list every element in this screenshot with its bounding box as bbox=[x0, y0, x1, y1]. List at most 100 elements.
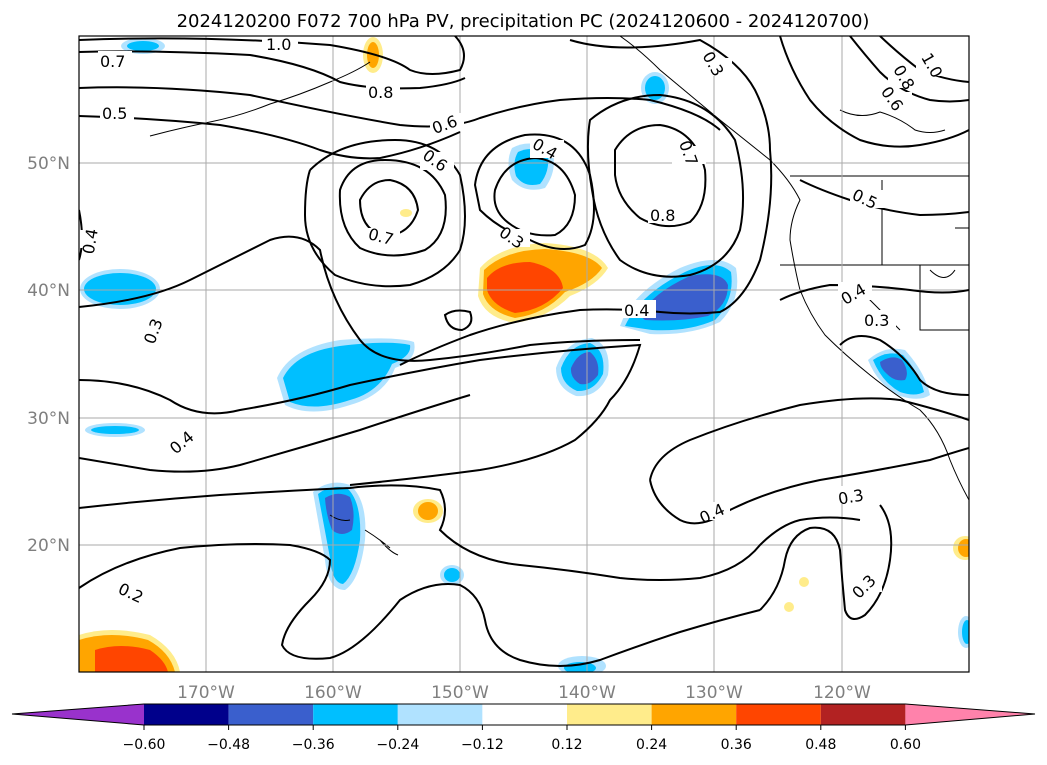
label-bg bbox=[850, 190, 884, 208]
x-tick-labels: 170°W 160°W 150°W 140°W 130°W 120°W bbox=[177, 683, 871, 703]
label-bg bbox=[166, 430, 200, 448]
precip-blob bbox=[570, 352, 599, 385]
colorbar-extend-low bbox=[12, 704, 144, 725]
x-tick-label: 160°W bbox=[304, 683, 362, 703]
contour-line bbox=[649, 397, 969, 481]
label-bg bbox=[420, 152, 454, 170]
contour-line bbox=[779, 36, 969, 148]
contour-line bbox=[79, 36, 465, 75]
contour-line bbox=[79, 394, 471, 473]
label-bg bbox=[848, 574, 882, 592]
label-bg bbox=[696, 502, 730, 520]
colorbar-tick-label: 0.60 bbox=[890, 737, 921, 753]
contour-line bbox=[303, 138, 466, 288]
label-bg bbox=[698, 58, 732, 76]
precip-blob bbox=[127, 41, 159, 51]
label-bg bbox=[262, 36, 298, 51]
colorbar-extend-high bbox=[905, 704, 1035, 725]
contour-line bbox=[759, 504, 893, 620]
precip-blob bbox=[880, 357, 907, 381]
label-bg bbox=[116, 584, 150, 602]
contour-line bbox=[493, 156, 577, 237]
colorbar-tick-label: 0.12 bbox=[551, 737, 582, 753]
hawaii bbox=[329, 514, 399, 556]
precip-blob bbox=[325, 493, 354, 534]
coast-detail bbox=[929, 227, 969, 278]
x-tick-label: 140°W bbox=[558, 683, 616, 703]
contour-line bbox=[79, 484, 861, 581]
colorbar-segment bbox=[820, 704, 906, 725]
plot-frame bbox=[78, 35, 970, 673]
label-bg bbox=[430, 113, 464, 131]
contour-label: 0.8 bbox=[650, 206, 675, 225]
x-tick-label: 130°W bbox=[685, 683, 743, 703]
colorbar-tick-label: −0.48 bbox=[207, 737, 250, 753]
label-bg bbox=[98, 51, 132, 69]
border-inland bbox=[839, 109, 946, 133]
colorbar-segment bbox=[482, 704, 567, 725]
colorbar-segment bbox=[313, 704, 398, 725]
label-bg bbox=[648, 205, 682, 223]
map-area: 1.0 0.7 0.5 0.8 0.6 0.6 0.7 0.4 0.3 0.4 bbox=[78, 35, 970, 673]
colorbar: −0.60 −0.48 −0.36 −0.24 −0.12 0.12 0.24 … bbox=[11, 703, 1036, 753]
label-bg bbox=[79, 230, 104, 248]
contour-line bbox=[79, 343, 642, 486]
contour-line bbox=[79, 115, 461, 160]
precip-blob bbox=[283, 342, 411, 407]
colorbar-tick-label: −0.24 bbox=[376, 737, 419, 753]
precip-blob bbox=[958, 539, 969, 557]
x-tick-label: 120°W bbox=[813, 683, 871, 703]
label-bg bbox=[888, 70, 922, 88]
precip-blob bbox=[962, 620, 969, 644]
chart-title: 2024120200 F072 700 hPa PV, precipitatio… bbox=[177, 11, 870, 32]
label-bg bbox=[878, 92, 912, 110]
coastline-na bbox=[619, 36, 969, 501]
x-tick-label: 150°W bbox=[431, 683, 489, 703]
colorbar-tick-label: −0.36 bbox=[292, 737, 335, 753]
y-tick-labels: 50°N 40°N 30°N 20°N bbox=[27, 154, 70, 556]
contour-label: 1.0 bbox=[266, 35, 291, 54]
label-bg bbox=[100, 103, 134, 121]
state-borders bbox=[780, 180, 969, 331]
precip-blob bbox=[400, 209, 412, 217]
pv-contours bbox=[79, 36, 969, 667]
colorbar-segment bbox=[144, 704, 229, 725]
colorbar-segment bbox=[397, 704, 483, 725]
contour-line bbox=[79, 543, 761, 667]
colorbar-tick-label: 0.24 bbox=[636, 737, 667, 753]
label-bg bbox=[916, 58, 950, 76]
contour-line bbox=[586, 93, 745, 278]
coastlines bbox=[149, 36, 969, 556]
label-bg bbox=[496, 229, 530, 247]
contour-line bbox=[399, 38, 773, 366]
label-bg bbox=[366, 82, 400, 100]
label-bg bbox=[530, 140, 564, 158]
contour-labels: 1.0 0.7 0.5 0.8 0.6 0.6 0.7 0.4 0.3 0.4 bbox=[79, 35, 950, 607]
colorbar-segment bbox=[651, 704, 737, 725]
colorbar-segment bbox=[736, 704, 821, 725]
precip-blob bbox=[784, 602, 794, 612]
contour-label: 0.8 bbox=[368, 83, 393, 102]
label-bg bbox=[366, 228, 400, 246]
gridlines bbox=[79, 36, 969, 672]
label-bg bbox=[672, 146, 706, 164]
contour-line bbox=[649, 447, 969, 525]
contour-line bbox=[338, 158, 447, 257]
contour-label: 0.3 bbox=[837, 485, 865, 508]
precip-blob bbox=[640, 274, 728, 321]
y-tick-label: 50°N bbox=[27, 154, 70, 174]
precip-blob bbox=[418, 502, 438, 520]
contour-label: 0.4 bbox=[624, 301, 649, 320]
contour-line bbox=[799, 179, 969, 217]
contour-line bbox=[614, 123, 707, 228]
precip-blob bbox=[91, 426, 139, 434]
contour-line bbox=[79, 235, 641, 362]
contour-line bbox=[839, 335, 969, 396]
colorbar-segment bbox=[567, 704, 652, 725]
precip-blob bbox=[84, 273, 156, 305]
y-tick-label: 30°N bbox=[27, 409, 70, 429]
label-bg bbox=[862, 310, 896, 328]
colorbar-tick-label: 0.48 bbox=[805, 737, 836, 753]
contour-label: 0.5 bbox=[102, 104, 127, 123]
